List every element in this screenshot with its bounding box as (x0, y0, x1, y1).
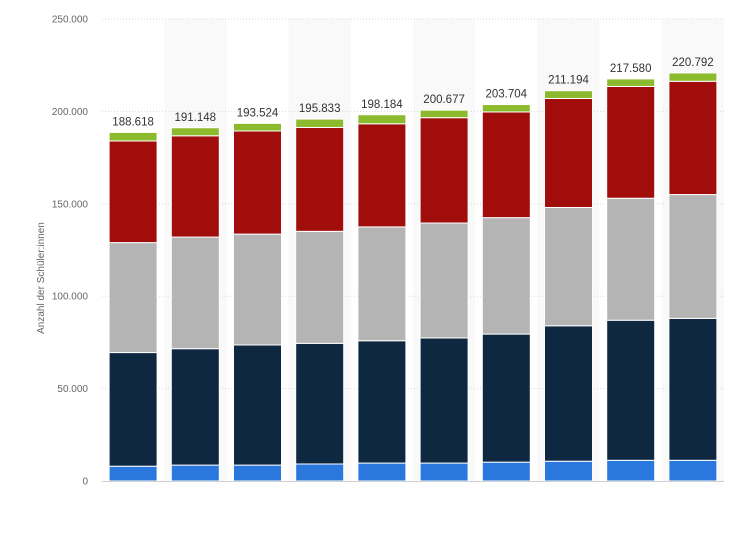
bar-segment-1-4[interactable] (295, 463, 345, 482)
bar-segment-4-6[interactable] (419, 117, 469, 224)
bar-segment-3-3[interactable] (233, 233, 282, 346)
bar-segment-5-10[interactable] (668, 72, 718, 82)
bar-segment-5-3[interactable] (233, 122, 282, 132)
bar-segment-3-7[interactable] (481, 217, 531, 335)
y-tick-label: 0 (82, 477, 88, 488)
bar-segment-4-7[interactable] (481, 111, 531, 219)
bar-segment-2-2[interactable] (170, 348, 220, 466)
y-tick-label: 100.000 (52, 292, 89, 303)
y-axis-ticks: 0 50.000 100.000 150.000 200.000 250.000 (52, 15, 89, 488)
total-label-5: 198.184 (361, 99, 403, 111)
bar-segment-1-10[interactable] (668, 459, 718, 482)
bar-segment-5-2[interactable] (170, 127, 220, 137)
bar-segment-2-7[interactable] (481, 333, 531, 463)
bar-segment-5-6[interactable] (419, 109, 469, 119)
bar-segment-2-9[interactable] (606, 319, 656, 461)
bar-segment-4-9[interactable] (606, 85, 656, 199)
bar-segment-3-5[interactable] (357, 226, 407, 342)
total-label-9: 217.580 (610, 63, 652, 75)
bar-segment-5-1[interactable] (108, 131, 158, 142)
bar-segment-3-9[interactable] (606, 197, 656, 321)
bar-segment-2-1[interactable] (108, 352, 158, 467)
total-label-4: 195.833 (299, 103, 341, 115)
bar-segment-1-5[interactable] (357, 462, 407, 482)
y-tick-label: 50.000 (57, 384, 88, 395)
total-label-3: 193.524 (237, 107, 279, 119)
bar-segment-1-2[interactable] (170, 464, 220, 482)
bar-segment-4-4[interactable] (295, 126, 345, 232)
bar-segment-3-1[interactable] (108, 242, 158, 354)
bar-segment-5-4[interactable] (295, 118, 345, 128)
bar-segment-4-10[interactable] (668, 80, 718, 196)
bar-segment-1-9[interactable] (606, 459, 656, 482)
y-tick-label: 250.000 (52, 15, 89, 26)
bar-segment-4-5[interactable] (357, 123, 407, 228)
total-label-8: 211.194 (548, 75, 589, 87)
bar-segment-4-2[interactable] (170, 135, 220, 238)
bar-segment-3-2[interactable] (170, 236, 220, 350)
bar-segment-5-5[interactable] (357, 114, 407, 125)
bar-segment-1-6[interactable] (419, 462, 469, 482)
bar-segment-2-6[interactable] (419, 337, 469, 464)
bar-segment-1-7[interactable] (481, 461, 531, 482)
bar-segment-5-7[interactable] (481, 104, 531, 113)
bar-segment-4-3[interactable] (233, 130, 282, 235)
bar-segment-3-4[interactable] (295, 230, 345, 344)
bar-segment-1-8[interactable] (544, 460, 593, 482)
y-axis-title: Anzahl der Schüler:innen (36, 222, 47, 334)
bar-segment-3-10[interactable] (668, 194, 718, 319)
bar-segment-5-9[interactable] (606, 78, 656, 87)
y-tick-label: 150.000 (52, 199, 89, 210)
bar-segment-1-3[interactable] (233, 464, 282, 482)
bar-segment-2-5[interactable] (357, 340, 407, 464)
bar-stacks (108, 72, 718, 482)
total-label-2: 191.148 (175, 112, 217, 124)
total-label-6: 200.677 (423, 94, 465, 106)
bar-segment-3-8[interactable] (544, 206, 593, 327)
bar-segment-5-8[interactable] (544, 90, 593, 99)
total-label-7: 203.704 (486, 89, 528, 101)
y-tick-label: 200.000 (52, 107, 89, 118)
bar-segment-2-4[interactable] (295, 342, 345, 465)
bar-segment-2-3[interactable] (233, 344, 282, 466)
total-label-10: 220.792 (672, 57, 714, 69)
bar-segment-2-8[interactable] (544, 325, 593, 462)
bar-segment-3-6[interactable] (419, 222, 469, 339)
bar-segment-1-1[interactable] (108, 465, 158, 482)
total-label-1: 188.618 (112, 116, 154, 128)
bar-segment-2-10[interactable] (668, 317, 718, 461)
bar-segment-4-8[interactable] (544, 97, 593, 208)
bar-segment-4-1[interactable] (108, 140, 158, 244)
total-labels: 188.618 191.148 193.524 195.833 198.184 200.6… (112, 57, 713, 128)
